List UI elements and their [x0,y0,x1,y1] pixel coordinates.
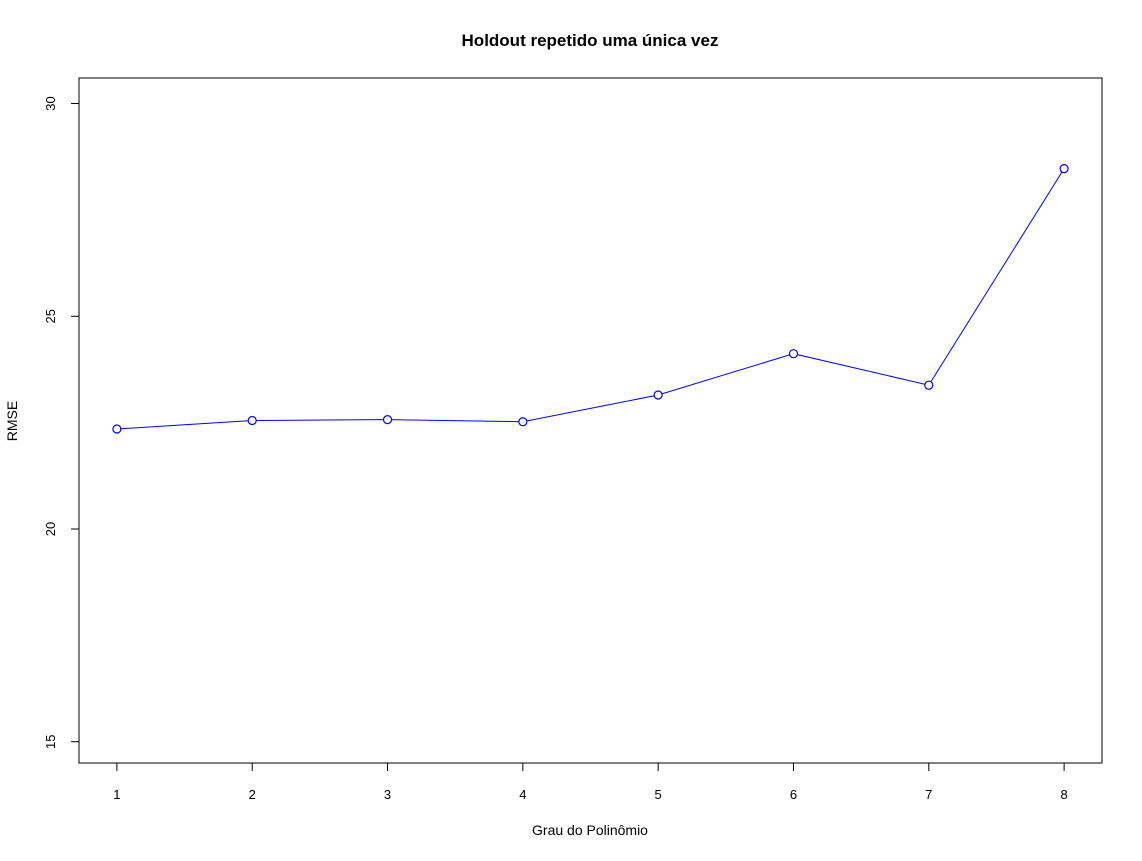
x-tick-label: 4 [519,787,526,802]
chart-title: Holdout repetido uma única vez [462,31,719,50]
data-point [382,415,393,425]
data-point [653,390,663,400]
data-point [112,424,122,434]
series-line-rmse [116,168,1065,430]
data-point [788,349,799,359]
y-tick-label: 20 [43,522,58,536]
x-tick-label: 2 [249,787,256,802]
x-axis: 1 2 3 4 5 6 7 8 [113,762,1068,802]
x-tick-label: 1 [113,787,120,802]
x-tick-label: 7 [925,787,932,802]
data-point [1059,164,1069,174]
x-axis-label: Grau do Polinômio [532,822,648,838]
x-tick-label: 5 [655,787,662,802]
x-tick-label: 6 [790,787,797,802]
x-tick-label: 8 [1060,787,1067,802]
data-point [518,417,528,427]
plot-frame [78,77,1103,764]
data-point [924,380,934,390]
y-axis-label: RMSE [4,401,20,441]
data-point [247,415,257,426]
series-points [112,164,1069,434]
y-axis: 15 20 25 30 [43,96,80,749]
x-tick-label: 3 [384,787,391,802]
y-tick-label: 25 [43,309,58,323]
y-tick-label: 15 [43,734,58,748]
y-tick-label: 30 [43,96,58,110]
